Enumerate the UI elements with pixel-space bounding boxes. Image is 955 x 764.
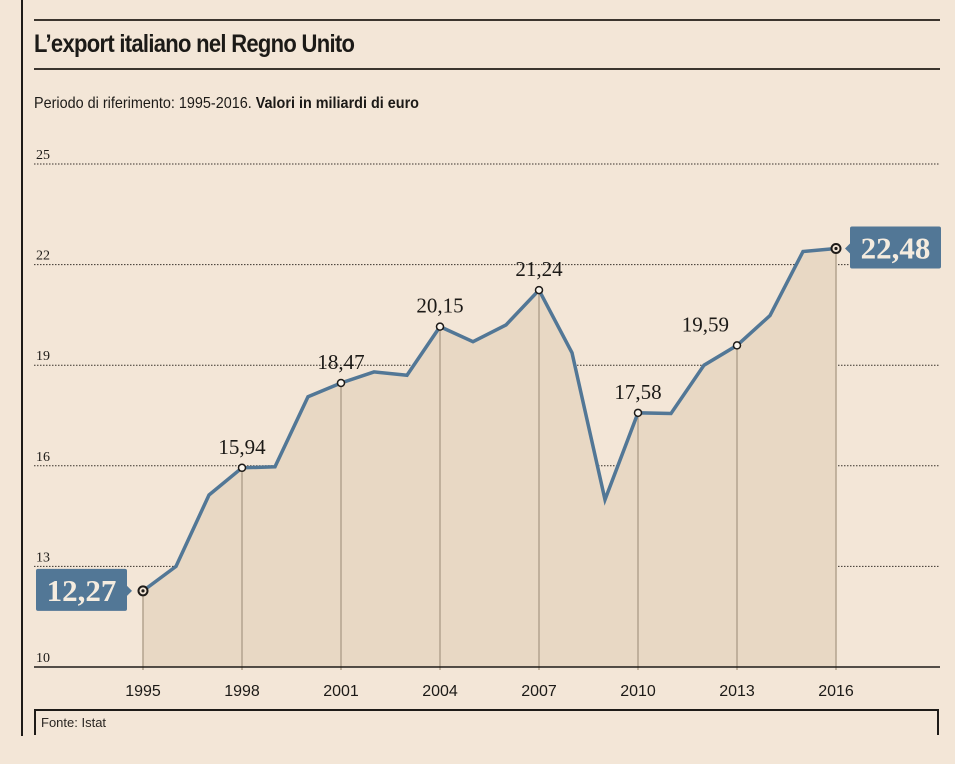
point-marker bbox=[237, 463, 247, 473]
x-tick-label: 2010 bbox=[620, 683, 656, 700]
callout-value: 22,48 bbox=[861, 231, 931, 266]
y-tick-label: 16 bbox=[36, 450, 50, 465]
area-layer bbox=[143, 248, 836, 667]
source-note: Fonte: Istat bbox=[41, 715, 107, 730]
point-marker bbox=[534, 285, 544, 295]
chart-title: L’export italiano nel Regno Unito bbox=[34, 30, 355, 58]
endpoint-marker-dot bbox=[834, 246, 838, 251]
callout-pointer bbox=[127, 585, 132, 596]
data-label: 15,94 bbox=[218, 435, 266, 459]
title-rule bbox=[34, 68, 940, 70]
drop-lines bbox=[142, 248, 837, 670]
subtitle-bold: Valori in miliardi di euro bbox=[255, 95, 419, 112]
point-marker bbox=[336, 378, 346, 388]
footer-box: Fonte: Istat bbox=[34, 709, 939, 735]
y-tick-label: 19 bbox=[36, 349, 50, 364]
x-tick-label: 2013 bbox=[719, 683, 755, 700]
series-line-layer bbox=[141, 246, 838, 593]
point-marker bbox=[633, 408, 643, 418]
data-label: 19,59 bbox=[682, 312, 729, 336]
point-markers bbox=[137, 243, 842, 597]
x-tick-label: 2004 bbox=[422, 683, 458, 700]
y-tick-label: 13 bbox=[36, 550, 50, 565]
subtitle-regular: Periodo di riferimento: 1995-2016. bbox=[34, 95, 252, 112]
callout-box bbox=[850, 226, 941, 269]
data-label: 17,58 bbox=[614, 380, 661, 404]
x-tick-label: 2007 bbox=[521, 683, 557, 700]
y-tick-label: 10 bbox=[36, 651, 50, 666]
x-tick-label: 2016 bbox=[818, 683, 854, 700]
data-labels: 12,27 15,94 18,47 20,15 21,24 17,58 19,59 22,48 bbox=[36, 226, 941, 611]
data-label: 18,47 bbox=[317, 350, 364, 374]
x-tick-label: 1995 bbox=[125, 683, 161, 700]
chart-subtitle: Periodo di riferimento: 1995-2016. Valor… bbox=[34, 95, 419, 113]
x-tick-label: 2001 bbox=[323, 683, 359, 700]
x-axis: 1995 1998 2001 2004 2007 2010 2013 2016 bbox=[34, 666, 940, 700]
series-line bbox=[141, 246, 838, 593]
data-label: 20,15 bbox=[416, 294, 463, 318]
point-marker bbox=[435, 322, 445, 331]
callout-pointer bbox=[845, 243, 850, 254]
callout-box bbox=[36, 568, 127, 611]
x-tick-label: 1998 bbox=[224, 683, 260, 700]
top-rule bbox=[34, 19, 940, 21]
y-tick-label: 25 bbox=[36, 148, 50, 163]
y-tick-label: 22 bbox=[36, 249, 50, 264]
point-marker bbox=[732, 341, 742, 350]
left-frame-line bbox=[21, 0, 23, 736]
area-fill bbox=[143, 248, 836, 667]
data-label: 21,24 bbox=[515, 257, 563, 281]
callout-value: 12,27 bbox=[47, 573, 117, 608]
endpoint-marker-dot bbox=[141, 589, 145, 593]
